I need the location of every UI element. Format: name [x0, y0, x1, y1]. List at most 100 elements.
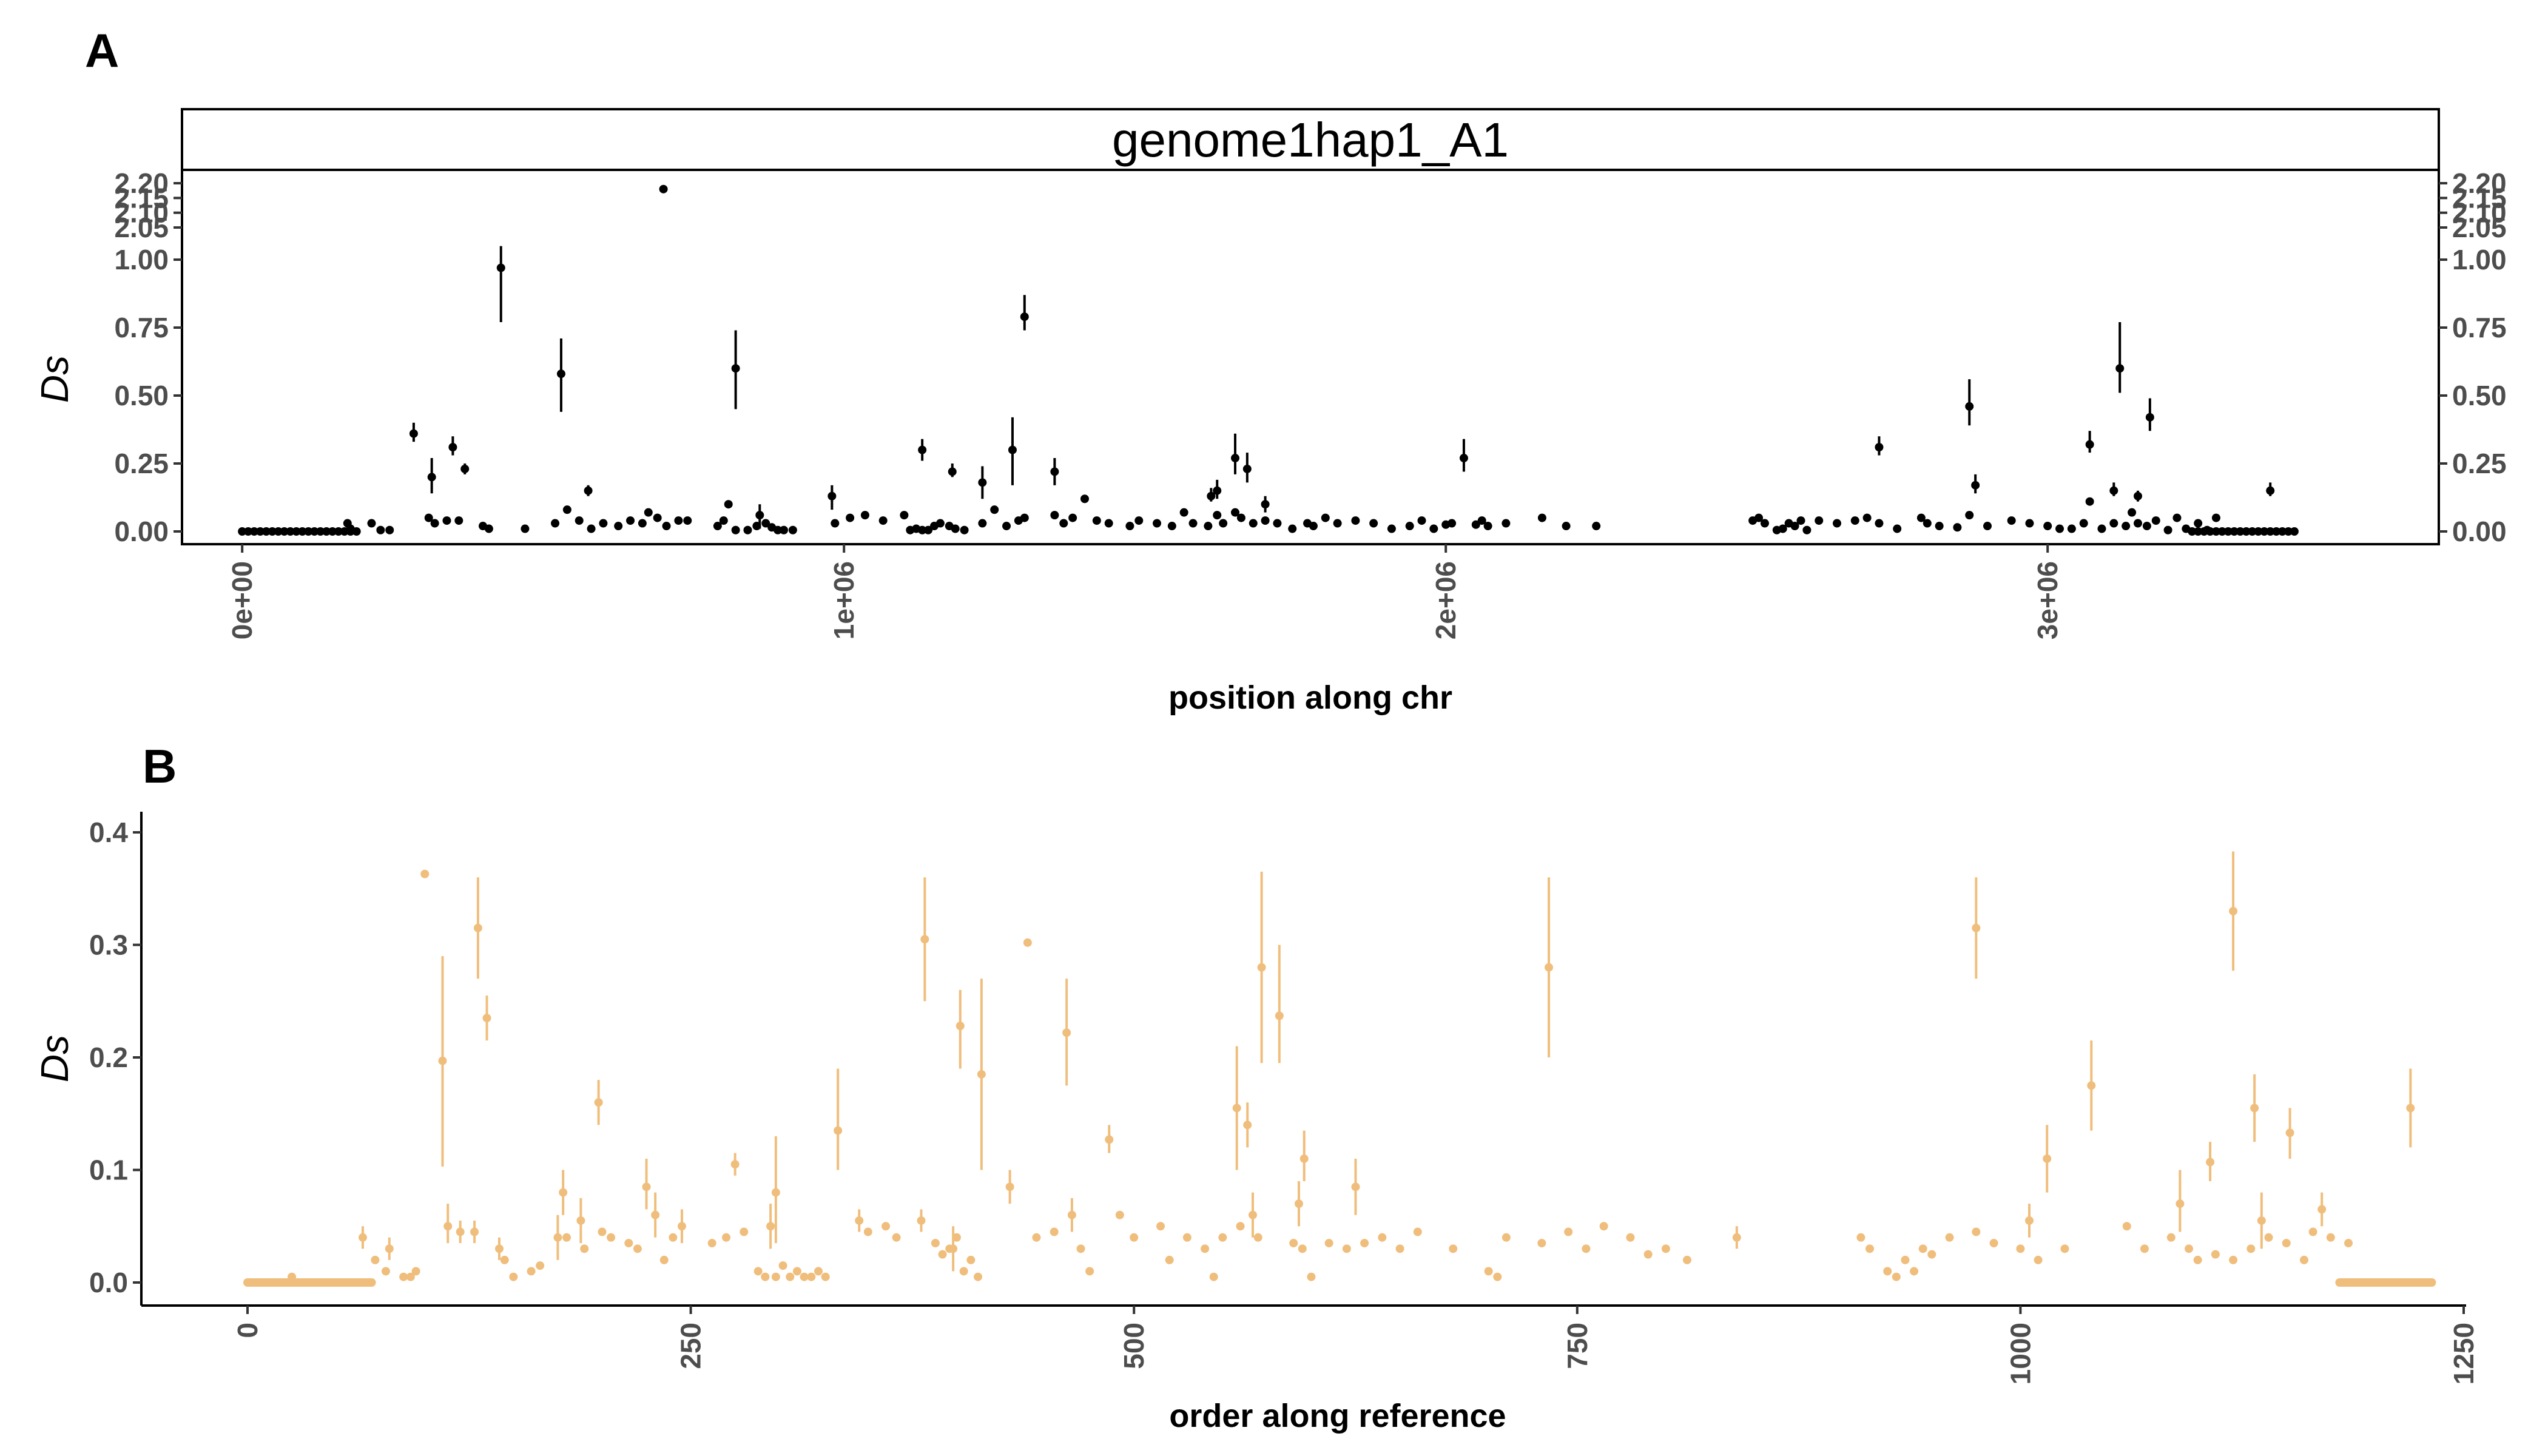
data-point: [1935, 522, 1944, 531]
data-point: [1257, 963, 1266, 972]
data-point: [1953, 523, 1962, 532]
data-point: [2200, 527, 2209, 536]
data-point: [473, 923, 482, 932]
data-point: [1893, 524, 1902, 533]
data-point: [1253, 1233, 1262, 1242]
data-point: [559, 1188, 568, 1197]
data-point: [358, 1233, 367, 1242]
data-point: [1537, 1239, 1546, 1248]
data-point: [322, 527, 331, 536]
x-tick-label: 750: [1562, 1323, 1593, 1369]
data-point: [2185, 1244, 2194, 1253]
data-point: [674, 516, 683, 525]
y-tick-label: 0.1: [89, 1154, 128, 1186]
data-point: [2317, 1205, 2327, 1214]
data-point: [683, 516, 692, 525]
data-point: [931, 1239, 940, 1248]
data-point: [280, 527, 289, 536]
y-tick-label: 0.2: [89, 1042, 128, 1073]
data-point: [938, 1250, 947, 1259]
panel-a-y-title: Ds: [33, 356, 76, 403]
y-tick-label: 0.50: [114, 380, 169, 411]
data-point: [1165, 1255, 1174, 1264]
data-point: [470, 1227, 479, 1236]
y2-tick-label: 2.20: [2452, 167, 2507, 199]
data-point: [1901, 1255, 1910, 1264]
data-point: [1493, 1272, 1502, 1281]
data-point: [659, 184, 668, 194]
data-point: [2229, 906, 2238, 915]
data-point: [951, 524, 960, 533]
data-point: [780, 525, 788, 534]
y-tick-label: 2.20: [114, 167, 169, 199]
data-point: [846, 513, 855, 522]
data-point: [1207, 491, 1216, 500]
data-point: [580, 1244, 589, 1253]
data-point: [2272, 527, 2281, 536]
data-point: [2166, 1233, 2176, 1242]
data-point: [298, 527, 307, 536]
data-point: [948, 467, 957, 476]
data-point: [935, 519, 945, 528]
panel-a-label: A: [85, 24, 119, 77]
data-point: [1643, 1250, 1653, 1259]
data-point: [1324, 1239, 1333, 1248]
data-point: [1760, 519, 1769, 528]
data-point: [761, 519, 770, 528]
data-point: [551, 519, 560, 528]
data-point: [1360, 1239, 1369, 1248]
data-point: [2085, 440, 2094, 449]
data-point: [1068, 513, 1077, 522]
data-point: [1209, 1272, 1218, 1281]
data-point: [521, 524, 530, 533]
data-point: [442, 516, 451, 525]
data-point: [1369, 519, 1378, 528]
data-point: [438, 1056, 447, 1065]
data-point: [788, 525, 797, 534]
data-point: [2193, 1255, 2202, 1264]
data-point: [778, 1261, 787, 1270]
data-point: [411, 1267, 420, 1276]
data-point: [2250, 1104, 2259, 1113]
data-point: [669, 1233, 678, 1242]
panel-a-marks: [238, 184, 2299, 536]
data-point: [724, 500, 733, 509]
data-point: [562, 1233, 571, 1242]
data-point: [1062, 1028, 1071, 1037]
data-point: [328, 527, 337, 536]
data-point: [2055, 524, 2064, 533]
data-point: [1179, 508, 1188, 517]
data-point: [2151, 516, 2160, 525]
data-point: [367, 1278, 376, 1287]
data-point: [1802, 525, 1812, 534]
data-point: [1219, 519, 1228, 528]
data-point: [1130, 1233, 1139, 1242]
y2-tick-label: 0.50: [2452, 380, 2507, 411]
data-point: [1862, 513, 1872, 522]
data-point: [1261, 516, 1270, 525]
data-point: [743, 525, 752, 534]
data-point: [2163, 525, 2172, 534]
data-point: [1213, 511, 1222, 520]
data-point: [918, 445, 927, 454]
data-point: [1020, 312, 1029, 322]
data-point: [1778, 524, 1787, 533]
data-point: [1242, 464, 1252, 473]
data-point: [1626, 1233, 1635, 1242]
data-point: [482, 1014, 491, 1023]
data-point: [2236, 527, 2245, 536]
data-point: [731, 525, 740, 534]
data-point: [1231, 508, 1239, 517]
data-point: [556, 369, 565, 379]
data-point: [1387, 524, 1396, 533]
data-point: [1989, 1239, 1998, 1248]
data-point: [1231, 454, 1239, 463]
data-point: [292, 527, 301, 536]
data-point: [1477, 516, 1486, 525]
data-point: [1249, 519, 1258, 528]
data-point: [2427, 1278, 2436, 1287]
data-point: [2097, 524, 2106, 533]
data-point: [1395, 1244, 1404, 1253]
data-point: [261, 527, 271, 536]
data-point: [2188, 527, 2197, 536]
